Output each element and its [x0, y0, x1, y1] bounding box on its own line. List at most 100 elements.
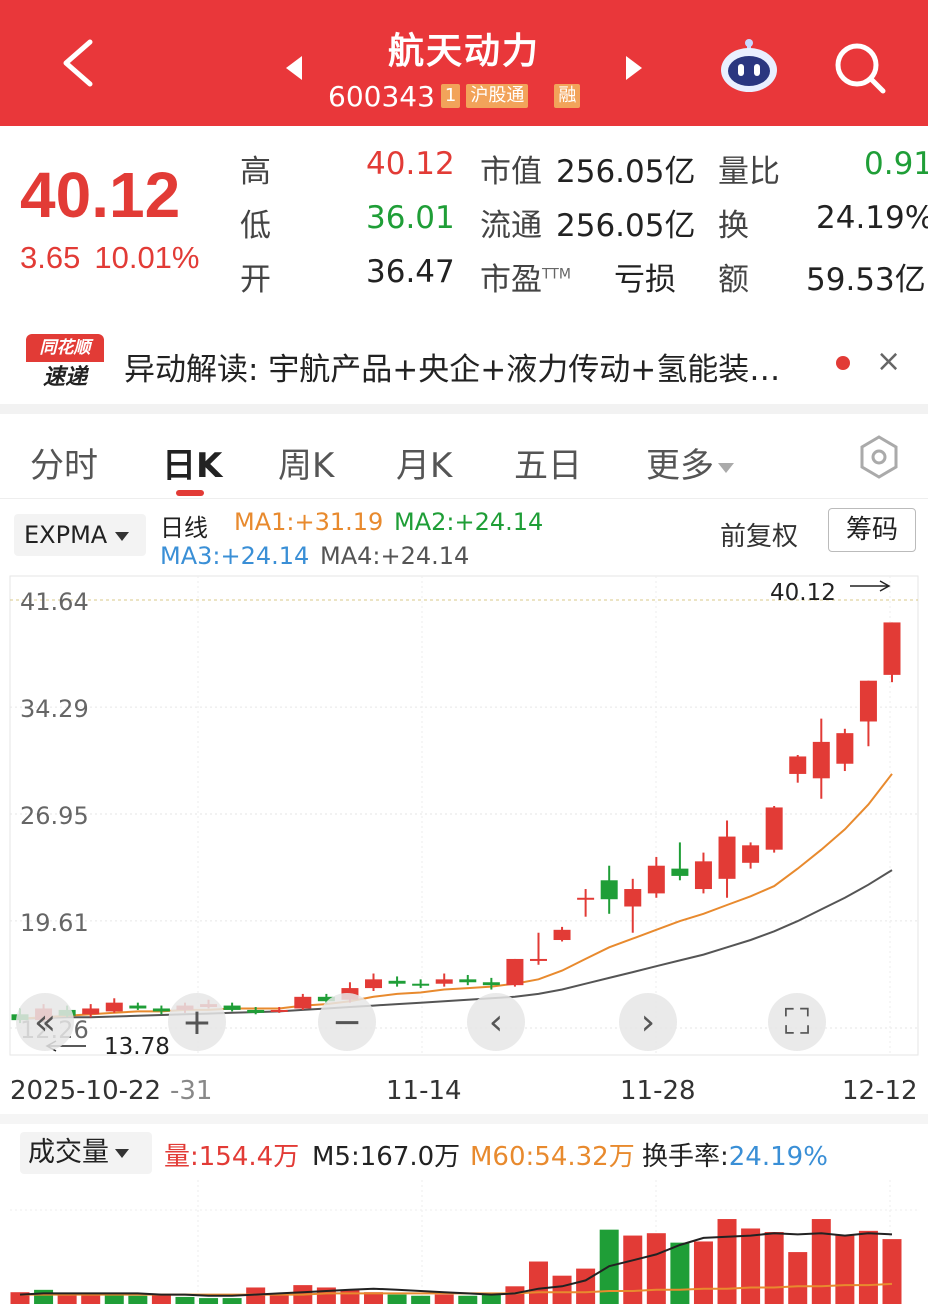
volume-bar: [387, 1294, 407, 1304]
close-icon[interactable]: ×: [876, 344, 902, 379]
volume-bar: [552, 1275, 572, 1304]
candle-body: [482, 982, 500, 986]
volume-bar: [57, 1293, 77, 1304]
chevron-down-icon: [115, 1149, 129, 1158]
candle-body: [529, 958, 547, 961]
ma3-value: MA3:+24.14: [160, 542, 310, 570]
ma1-line: [19, 773, 893, 1020]
candle-body: [553, 929, 571, 941]
tab-daily-k[interactable]: 日K: [162, 446, 223, 486]
volume-indicator-label: 成交量: [28, 1137, 109, 1168]
back-arrow-icon[interactable]: [58, 38, 98, 88]
candle-body: [152, 1008, 170, 1012]
m5-value: M5:167.0万: [312, 1142, 461, 1172]
candle-body: [82, 1008, 100, 1015]
zoom-out-button[interactable]: [318, 993, 376, 1051]
candle-body: [671, 868, 689, 876]
dropdown-arrow-icon: [718, 462, 734, 473]
pe-value: 亏损: [614, 262, 676, 298]
zoom-in-button[interactable]: [168, 993, 226, 1051]
tabs-divider: [0, 498, 928, 499]
candle-body: [812, 741, 830, 779]
chevron-down-icon: [115, 531, 130, 541]
indicator-select[interactable]: EXPMA: [14, 514, 146, 556]
fullscreen-button[interactable]: [768, 993, 826, 1051]
x-label-4: 11-28: [620, 1076, 696, 1106]
unread-dot-icon: [836, 356, 850, 370]
y-tick-label: 26.95: [20, 802, 89, 830]
tab-more[interactable]: 更多: [646, 438, 734, 487]
volume-bar: [128, 1295, 148, 1304]
candle-body: [624, 889, 642, 907]
ma4-value: MA4:+24.14: [320, 542, 470, 570]
prev-stock-icon[interactable]: [286, 56, 302, 80]
candle-body: [742, 845, 760, 863]
forward-adjust-button[interactable]: 前复权: [720, 522, 799, 552]
scroll-left-button[interactable]: [467, 993, 525, 1051]
candle-body: [836, 733, 854, 764]
scroll-left-icon: ‹: [489, 1002, 503, 1043]
news-bar[interactable]: 同花顺 速递 异动解读: 宇航产品+央企+液力传动+氢能装… ×: [0, 330, 928, 402]
candle-body: [317, 996, 335, 1002]
volume-bar: [505, 1286, 525, 1304]
price-change: 3.65 10.01%: [20, 240, 199, 276]
volume-bar: [81, 1294, 101, 1304]
tab-five-day[interactable]: 五日: [514, 446, 582, 486]
volume-chart: [10, 1180, 918, 1304]
turnover-rate-value: 24.19%: [728, 1142, 828, 1172]
candle-body: [105, 1002, 123, 1012]
volume-bar: [481, 1293, 501, 1304]
x-label-3: 11-14: [386, 1076, 462, 1106]
volume-bar: [623, 1235, 643, 1304]
volume-bar: [458, 1295, 478, 1304]
volume-bar: [741, 1228, 761, 1304]
scroll-right-button[interactable]: [619, 993, 677, 1051]
stock-name: 航天动力: [387, 31, 540, 72]
candle-body: [718, 836, 736, 879]
search-icon[interactable]: [832, 40, 888, 96]
m5-line: [19, 1232, 893, 1297]
candle-body: [270, 1009, 288, 1012]
volume-bar: [434, 1294, 454, 1304]
volume-bar: [246, 1287, 266, 1304]
low-value: 36.01: [366, 200, 455, 236]
candle-body: [294, 996, 312, 1009]
next-stock-icon[interactable]: [626, 56, 642, 80]
volume-bar: [858, 1230, 878, 1304]
max-marker-arrowhead: [879, 580, 891, 592]
chips-button[interactable]: 筹码: [828, 508, 916, 552]
volume-bar: [670, 1242, 690, 1304]
robot-assistant-icon[interactable]: [718, 38, 780, 94]
scroll-right-icon: ›: [641, 1002, 655, 1043]
high-label: 高: [240, 154, 271, 190]
settings-hexagon-icon[interactable]: [856, 434, 902, 480]
volume-bar: [528, 1261, 548, 1304]
period-label: 日线: [160, 514, 208, 542]
candlestick-chart[interactable]: 41.6434.2926.9519.6112.2640.1213.78«+−‹›…: [0, 570, 928, 1070]
tab-weekly-k[interactable]: 周K: [278, 446, 335, 486]
current-price: 40.12: [20, 159, 181, 231]
tab-intraday[interactable]: 分时: [30, 446, 98, 486]
turnover-rate-label: 换手率:: [642, 1142, 729, 1172]
x-label-end: 12-12: [842, 1076, 918, 1106]
indicator-select-label: EXPMA: [24, 521, 108, 549]
volume-divider: [0, 1114, 928, 1124]
candle-body: [412, 983, 430, 986]
stock-code-row: 600343 1 沪股通 融: [328, 80, 581, 113]
volume-bar: [34, 1289, 54, 1304]
level-badge: 1: [440, 84, 461, 108]
volume-indicator-select[interactable]: 成交量: [20, 1132, 152, 1174]
volume-bar: [646, 1233, 666, 1304]
m60-value: M60:54.32万: [470, 1142, 635, 1172]
news-text[interactable]: 异动解读: 宇航产品+央企+液力传动+氢能装…: [124, 352, 781, 388]
mcap-value: 256.05亿: [556, 154, 696, 190]
tab-monthly-k[interactable]: 月K: [396, 446, 453, 486]
volume-bar: [411, 1295, 431, 1304]
volume-bar: [811, 1219, 831, 1304]
rewind-button[interactable]: [16, 993, 74, 1051]
y-tick-label: 34.29: [20, 695, 89, 723]
open-value: 36.47: [366, 254, 455, 290]
float-label: 流通: [480, 208, 542, 244]
volume-bar: [717, 1219, 737, 1304]
candle-body: [647, 865, 665, 894]
